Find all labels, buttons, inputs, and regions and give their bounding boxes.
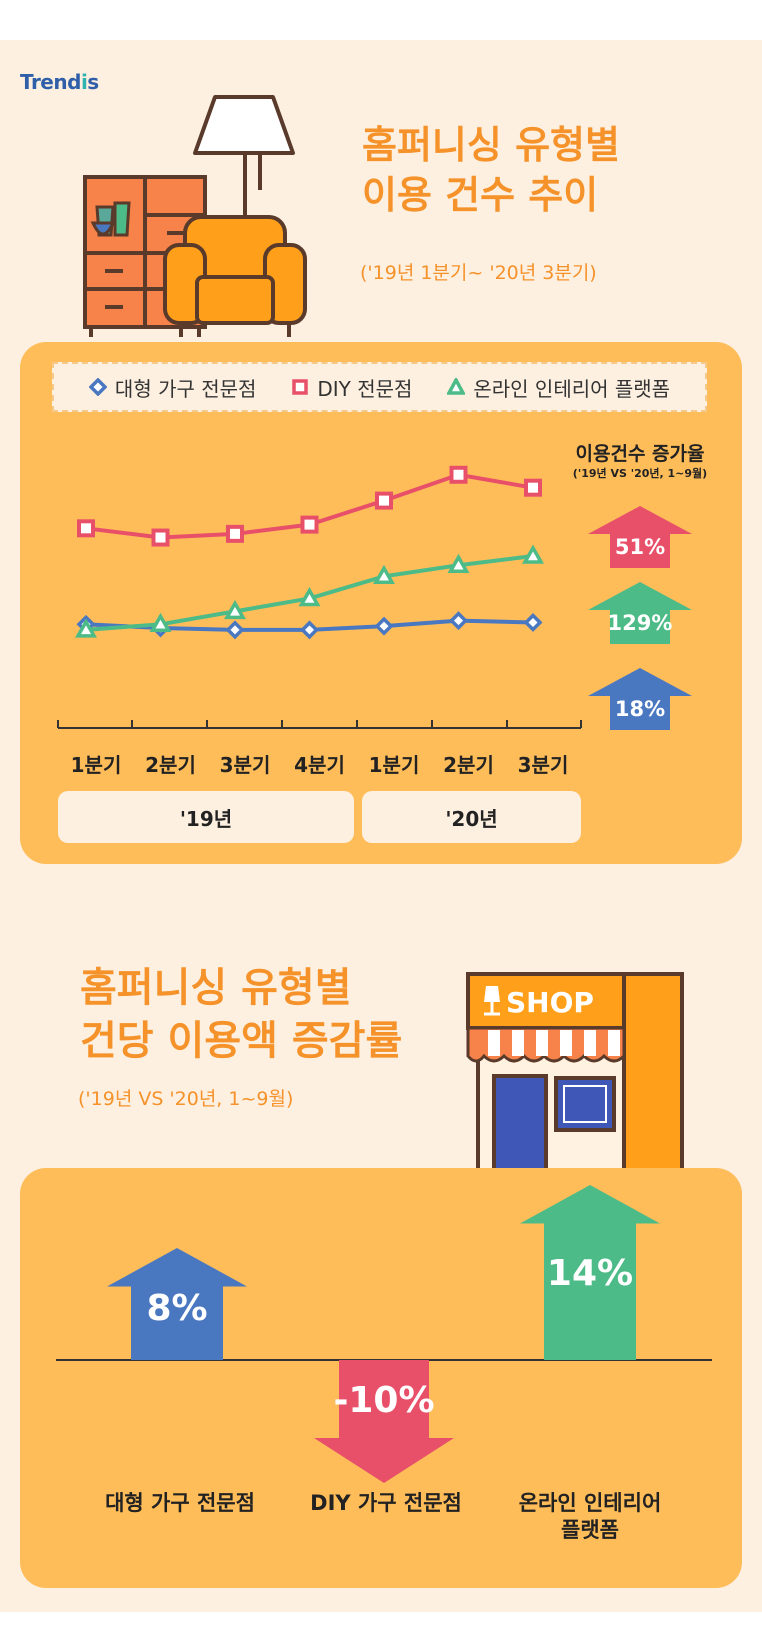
change-arrow: [314, 1360, 454, 1483]
legend-label: 온라인 인테리어 플랫폼: [473, 376, 671, 401]
brand-logo: Trendis: [20, 70, 99, 94]
x-tick-label: 3분기: [220, 753, 271, 777]
data-point: [447, 553, 470, 573]
furniture-illustration: [83, 95, 307, 337]
legend-label: DIY 전문점: [317, 376, 413, 401]
data-point: [300, 620, 319, 640]
data-point: [374, 616, 394, 636]
change-value-label: 14%: [547, 1253, 633, 1294]
x-tick-label: 4분기: [294, 753, 345, 777]
data-point: [151, 528, 170, 547]
legend-label: 대형 가구 전문점: [114, 376, 257, 401]
logo-text-pre: Trend: [20, 70, 81, 94]
logo-text-dot: i: [80, 70, 88, 94]
year-box-2020: '20년: [362, 791, 581, 843]
x-tick-label: 2분기: [145, 753, 196, 777]
data-point: [521, 544, 545, 564]
section2-title: 홈퍼니싱 유형별 건당 이용액 증감률: [80, 965, 403, 1064]
bar-category-label: 대형 가구 전문점: [105, 1491, 255, 1515]
change-value-label: 8%: [146, 1288, 207, 1329]
growth-value: 18%: [615, 697, 665, 721]
legend-item-online: 온라인 인테리어 플랫폼: [447, 373, 670, 402]
change-value-label: -10%: [333, 1380, 434, 1421]
growth-arrow: [588, 668, 692, 730]
data-point: [524, 478, 542, 497]
bar-category-label: 온라인 인테리어 플랫폼: [518, 1491, 662, 1543]
data-point: [449, 465, 468, 484]
growth-arrow: [588, 582, 692, 644]
data-point: [149, 612, 172, 633]
x-tick-label: 1분기: [369, 753, 420, 777]
shop-sign-text: SHOP: [506, 986, 594, 1019]
data-point: [375, 491, 393, 510]
triangle-marker-icon: [447, 378, 466, 395]
change-arrow: [520, 1185, 660, 1360]
year-box-2019: '19년: [58, 791, 354, 843]
section1-subtitle: ('19년 1분기~ '20년 3분기): [360, 262, 597, 284]
legend-item-large-furniture: 대형 가구 전문점: [88, 373, 257, 402]
bar-category-label: DIY 가구 전문점: [310, 1491, 462, 1515]
x-tick-label: 1분기: [71, 753, 122, 777]
change-arrow: [107, 1248, 247, 1360]
lamp-icon: [484, 986, 500, 1016]
data-point: [300, 515, 319, 534]
data-point: [225, 620, 245, 640]
growth-title: 이용건수 증가율: [576, 443, 705, 465]
diamond-marker-icon: [88, 378, 107, 396]
data-point: [372, 564, 396, 585]
section1-title: 홈퍼니싱 유형별 이용 건수 추이: [362, 123, 620, 218]
growth-arrow: [588, 506, 692, 568]
data-point: [226, 524, 244, 543]
shop-illustration: SHOP: [466, 972, 684, 1170]
data-point: [298, 586, 321, 607]
data-point: [449, 611, 468, 631]
section2-subtitle: ('19년 VS '20년, 1~9월): [78, 1088, 294, 1110]
data-point: [523, 612, 543, 632]
growth-value: 129%: [608, 611, 673, 635]
x-tick-label: 2분기: [443, 753, 494, 777]
legend-item-diy: DIY 전문점: [291, 373, 412, 402]
x-tick-label: 3분기: [518, 753, 569, 777]
growth-subtitle: ('19년 VS '20년, 1~9월): [573, 466, 707, 480]
data-point: [223, 599, 247, 620]
logo-text-post: s: [87, 70, 99, 94]
growth-value: 51%: [615, 535, 665, 559]
data-point: [77, 519, 95, 538]
data-point: [74, 618, 98, 638]
square-marker-icon: [292, 379, 309, 395]
chart-legend: 대형 가구 전문점 DIY 전문점 온라인 인테리어 플랫폼: [52, 362, 707, 412]
